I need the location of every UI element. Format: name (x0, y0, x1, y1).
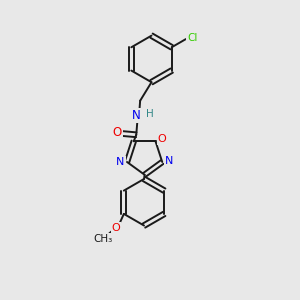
Text: O: O (111, 223, 120, 232)
Text: H: H (146, 110, 154, 119)
Text: N: N (116, 157, 124, 167)
Text: N: N (165, 156, 173, 167)
Text: N: N (132, 109, 140, 122)
Text: O: O (112, 126, 122, 139)
Text: Cl: Cl (187, 33, 198, 43)
Text: O: O (158, 134, 167, 144)
Text: CH₃: CH₃ (93, 234, 112, 244)
